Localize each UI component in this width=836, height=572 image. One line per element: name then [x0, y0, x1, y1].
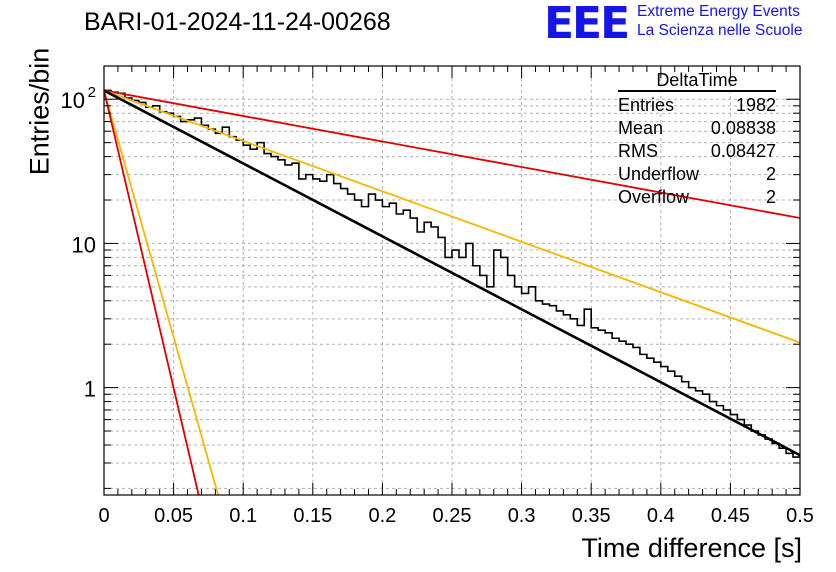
fit-curve-3	[104, 89, 800, 457]
y-tick-label-exponent: 2	[88, 84, 96, 101]
fit-curve-2	[104, 89, 800, 344]
stats-row-mean: Mean 0.08838	[618, 117, 776, 140]
stats-box: DeltaTime Entries 1982 Mean 0.08838 RMS 0.0…	[618, 70, 776, 209]
org-name-line2: La Scienza nelle Scuole	[637, 22, 803, 39]
x-tick-label: 0	[98, 505, 109, 527]
stats-row-underflow: Underflow 2	[618, 163, 776, 186]
stats-name: DeltaTime	[618, 70, 776, 92]
stats-value: 1982	[735, 95, 776, 115]
eee-logo: EEE	[544, 0, 630, 49]
histogram-deltatime	[104, 89, 800, 458]
x-tick-label: 0.05	[154, 505, 193, 527]
y-axis-label: Entries/bin	[24, 47, 55, 176]
x-tick-label: 0.45	[711, 505, 750, 527]
stats-value: 0.08427	[710, 141, 776, 161]
page-title: BARI-01-2024-11-24-00268	[84, 8, 391, 36]
stats-value: 2	[765, 187, 776, 207]
x-tick-label: 0.5	[786, 505, 814, 527]
x-tick-label: 0.35	[572, 505, 611, 527]
x-tick-label: 0.15	[293, 505, 332, 527]
fit-curve-5	[104, 90, 200, 495]
stats-label: Entries	[618, 95, 675, 115]
stats-value: 2	[765, 164, 776, 184]
stats-label: Mean	[618, 118, 664, 138]
stats-row-entries: Entries 1982	[618, 94, 776, 117]
stats-value: 0.08838	[710, 118, 776, 138]
x-tick-label: 0.1	[229, 505, 257, 527]
x-axis-label: Time difference [s]	[581, 533, 802, 563]
fit-curve-4	[104, 90, 220, 495]
y-tick-label: 1	[84, 377, 96, 402]
stats-row-rms: RMS 0.08427	[618, 140, 776, 163]
x-tick-label: 0.4	[647, 505, 675, 527]
org-name-line1: Extreme Energy Events	[637, 3, 800, 20]
fit-curve-1	[104, 89, 800, 219]
y-tick-label: 10	[61, 88, 85, 113]
stats-row-overflow: Overflow 2	[618, 186, 776, 209]
y-tick-label: 10	[72, 232, 96, 257]
x-tick-label: 0.3	[508, 505, 536, 527]
stats-label: Overflow	[618, 187, 690, 207]
x-tick-label: 0.2	[368, 505, 396, 527]
x-tick-label: 0.25	[433, 505, 472, 527]
stats-label: RMS	[618, 141, 658, 161]
stats-label: Underflow	[618, 164, 700, 184]
